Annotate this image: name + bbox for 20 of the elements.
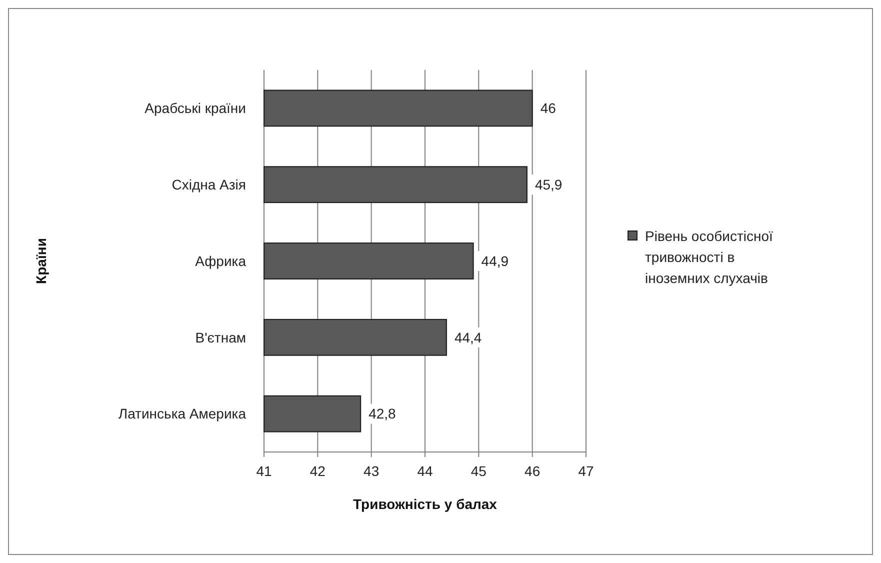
y-tick-label: Східна Азія xyxy=(172,176,246,192)
data-label: 45,9 xyxy=(534,176,562,192)
data-label: 44,4 xyxy=(454,329,482,346)
x-tick-label: 45 xyxy=(470,463,487,479)
y-tick-label: В'єтнам xyxy=(195,329,246,346)
y-axis-title: Країни xyxy=(33,238,49,284)
legend-label: Рівень особистісної тривожності в іноземних слухачів xyxy=(645,228,774,286)
data-label: 42,8 xyxy=(368,406,396,422)
y-tick-label: Арабські країни xyxy=(144,100,246,116)
y-tick-label: Африка xyxy=(195,252,246,269)
x-axis-title: Тривожність у балах xyxy=(353,496,498,512)
x-tick-label: 46 xyxy=(524,463,540,479)
x-tick-label: 43 xyxy=(364,463,380,479)
data-label: 44,9 xyxy=(481,252,509,269)
y-tick-label: Латинська Америка xyxy=(118,406,246,422)
x-tick-label: 47 xyxy=(578,463,594,479)
data-label: 46 xyxy=(540,100,556,116)
x-tick-label: 42 xyxy=(310,463,326,479)
x-tick-label: 41 xyxy=(256,463,272,479)
x-tick-label: 44 xyxy=(417,463,433,479)
